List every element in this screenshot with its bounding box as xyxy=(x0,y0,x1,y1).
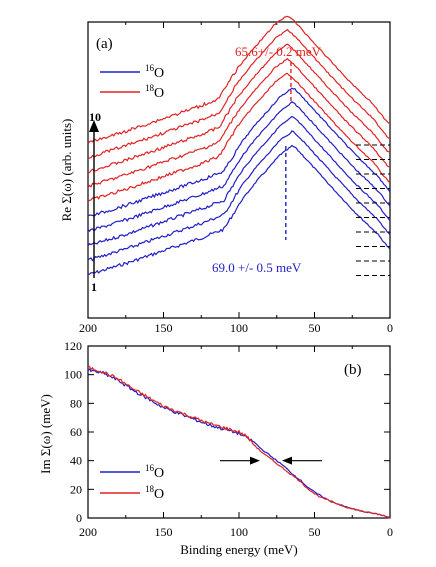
panel-b-y-label: Im Σ(ω) (meV) xyxy=(38,394,53,474)
legend-label-18o: 18O xyxy=(145,484,164,502)
panel-b-x-label: Binding energy (meV) xyxy=(180,542,297,557)
series-line-1 xyxy=(87,144,391,275)
series-line-5 xyxy=(87,87,391,218)
series-line-8 xyxy=(87,43,391,174)
series-line-18O xyxy=(87,365,390,519)
index-top-label: 10 xyxy=(89,110,101,124)
y-tick-label: 120 xyxy=(64,339,82,353)
panel-b-label: (b) xyxy=(344,362,362,378)
series-line-6 xyxy=(87,72,391,203)
x-tick-label: 50 xyxy=(309,321,321,335)
y-tick-label: 0 xyxy=(76,511,82,525)
arrowhead-right xyxy=(250,456,260,465)
x-tick-label: 150 xyxy=(155,525,173,539)
legend-label-16o: 16O xyxy=(145,63,164,81)
panel-b-legend: 16O 18O xyxy=(100,463,164,502)
x-tick-label: 0 xyxy=(387,321,393,335)
index-bottom-label: 1 xyxy=(91,280,97,294)
peak-label-16o: 69.0 +/- 0.5 meV xyxy=(212,260,302,275)
panel-b: (b) 200 150 100 50 0 0 20 40 60 80 100 120 16O 18O… xyxy=(38,339,393,557)
series-line-2 xyxy=(87,130,391,262)
index-arrow: 10 1 xyxy=(89,110,101,294)
x-tick-label: 200 xyxy=(79,525,97,539)
series-line-16O xyxy=(87,368,391,519)
legend-label-18o: 18O xyxy=(145,83,164,101)
y-tick-label: 20 xyxy=(70,482,82,496)
legend-label-16o: 16O xyxy=(145,463,164,481)
panel-a-legend: 16O 18O xyxy=(100,63,164,101)
index-arrowhead xyxy=(89,120,99,132)
y-tick-label: 100 xyxy=(64,368,82,382)
x-tick-label: 150 xyxy=(155,321,173,335)
y-tick-label: 80 xyxy=(70,396,82,410)
x-tick-label: 200 xyxy=(79,321,97,335)
panel-a-label: (a) xyxy=(96,36,113,52)
series-line-9 xyxy=(87,28,391,159)
arrowhead-left xyxy=(282,456,292,465)
series-line-7 xyxy=(87,57,391,189)
panel-a-y-label: Re Σ(ω) (arb. units) xyxy=(59,119,74,222)
x-tick-label: 0 xyxy=(387,525,393,539)
series-line-3 xyxy=(87,115,391,247)
panel-a-x-axis: 200 150 100 50 0 xyxy=(79,22,393,335)
y-tick-label: 40 xyxy=(70,454,82,468)
x-tick-label: 100 xyxy=(230,321,248,335)
panel-b-y-axis: 0 20 40 60 80 100 120 xyxy=(64,339,390,525)
y-tick-label: 60 xyxy=(70,425,82,439)
peak-label-18o: 65.6+/- 0.2 meV xyxy=(235,44,322,59)
panel-b-series xyxy=(87,365,391,519)
series-line-4 xyxy=(87,101,391,233)
panel-a-baselines xyxy=(356,144,390,277)
panel-b-x-axis: 200 150 100 50 0 xyxy=(79,346,393,539)
x-tick-label: 50 xyxy=(309,525,321,539)
panel-a-series xyxy=(87,15,391,275)
x-tick-label: 100 xyxy=(230,525,248,539)
series-line-10 xyxy=(87,15,391,144)
panel-b-arrows xyxy=(220,456,322,465)
panel-a: (a) 200 150 100 50 0 16O 18O 10 1 65.6+/- 0.… xyxy=(59,15,393,335)
